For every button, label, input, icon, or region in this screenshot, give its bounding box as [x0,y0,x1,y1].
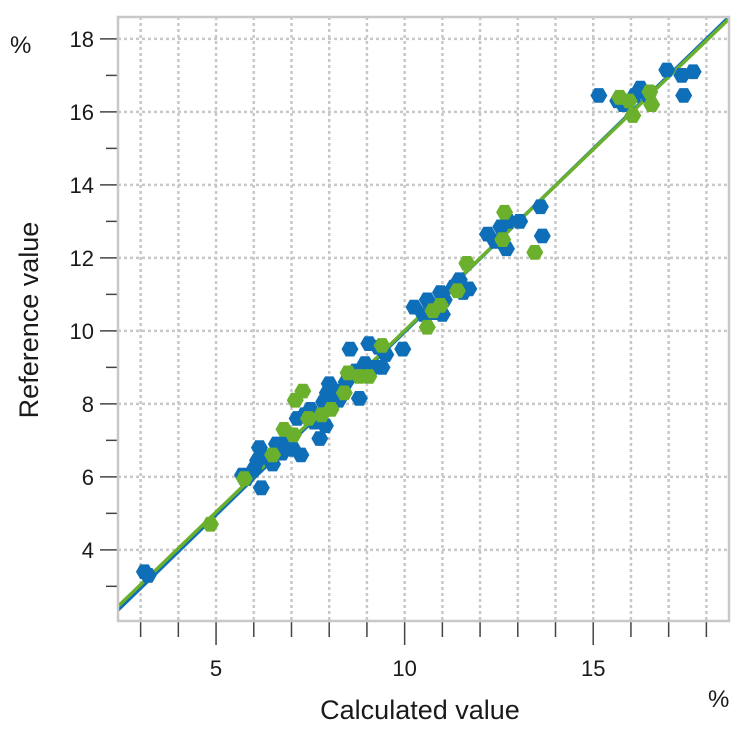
plot-frame [116,15,731,623]
data-point-series-2 [641,84,659,100]
data-point-series-1 [684,64,702,80]
x-tick-label: 5 [210,656,222,681]
grid [118,17,729,621]
data-point-series-2 [294,383,312,399]
data-point-series-2 [300,411,317,426]
x-tick-label: 15 [581,656,605,681]
data-point-series-2 [526,245,544,260]
x-tick-label: 10 [392,656,416,681]
data-point-series-2 [620,93,638,109]
data-point-series-2 [624,108,642,123]
data-point-series-2 [432,298,449,313]
y-tick-label: 12 [70,246,94,271]
x-axis-title: Calculated value [320,695,520,725]
data-point-series-2 [458,256,476,271]
x-unit-label: % [708,686,729,713]
data-point-series-1 [350,391,368,406]
y-tick-label: 16 [70,100,94,125]
y-unit-label: % [10,32,31,59]
data-point-series-2 [643,97,661,112]
data-point-series-1 [252,480,270,496]
data-point-series-1 [341,341,359,357]
data-point-series-1 [590,88,608,103]
y-tick-label: 18 [70,27,94,52]
data-point-series-2 [496,204,514,220]
data-point-series-1 [511,214,529,229]
data-point-series-1 [394,341,412,357]
data-point-series-2 [284,427,302,443]
axis-ticks [100,38,708,645]
data-point-series-2 [335,385,353,401]
data-point-series-1 [533,228,551,244]
data-point-series-1 [658,62,676,78]
data-point-series-1 [675,88,693,103]
y-tick-label: 8 [82,392,94,417]
y-tick-label: 14 [70,173,94,198]
tick-labels: 5 10 15 4 6 8 10 12 14 16 18 [70,27,606,681]
data-point-series-1 [292,447,310,463]
y-tick-label: 6 [82,465,94,490]
data-point-series-2 [373,338,391,353]
data-point-series-2 [322,402,340,417]
data-point-series-2 [264,447,282,463]
data-point-series-1 [531,199,549,215]
data-points [135,62,702,583]
data-point-series-2 [494,232,512,247]
data-point-series-2 [201,516,219,532]
data-point-series-1 [311,431,329,446]
y-tick-label: 10 [70,319,94,344]
y-axis-title: Reference value [14,222,44,419]
data-point-series-2 [235,471,253,486]
data-point-series-2 [360,369,378,384]
data-point-series-2 [448,283,466,299]
data-point-series-1 [139,568,157,583]
data-point-series-1 [373,360,391,375]
y-tick-label: 4 [82,538,94,563]
data-point-series-2 [418,319,436,335]
